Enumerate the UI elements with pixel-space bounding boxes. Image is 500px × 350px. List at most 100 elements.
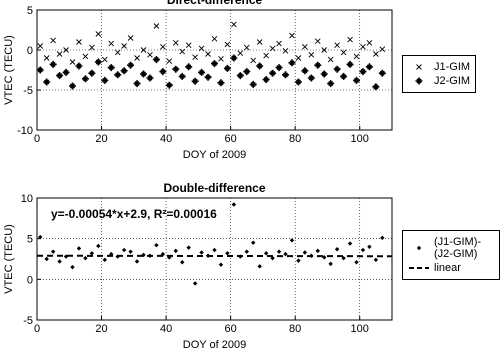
marker-diamond	[50, 249, 56, 254]
marker-diamond	[270, 255, 275, 261]
marker-diamond	[367, 244, 372, 249]
marker-diamond	[96, 243, 101, 249]
marker-x	[360, 43, 366, 50]
marker-star	[314, 61, 322, 69]
marker-diamond	[251, 240, 256, 245]
marker-x	[250, 57, 257, 64]
x-axis-label: DOY of 2009	[183, 149, 246, 161]
marker-star	[36, 66, 44, 74]
marker-diamond	[373, 257, 379, 263]
marker-x	[308, 51, 315, 58]
legend-entry: (J1-GIM)-(J2-GIM)	[408, 236, 494, 260]
marker-diamond	[296, 258, 301, 263]
marker-x	[295, 55, 302, 61]
marker-diamond	[57, 259, 62, 264]
x-tick-label: 60	[225, 323, 237, 335]
marker-star	[249, 80, 257, 88]
marker-star	[146, 74, 154, 82]
marker-diamond	[322, 255, 327, 260]
marker-x	[82, 53, 89, 60]
x-tick-label: 20	[95, 133, 107, 145]
marker-star	[346, 60, 354, 68]
annotation: y=-0.00054*x+2.9, R²=0.00016	[51, 207, 217, 221]
marker-star	[81, 75, 89, 83]
marker-star	[262, 76, 270, 84]
marker-star	[94, 58, 102, 66]
marker-x	[166, 58, 173, 65]
marker-diamond	[257, 264, 262, 269]
marker-x	[185, 42, 192, 49]
plot-area	[37, 10, 392, 130]
marker-star	[353, 76, 360, 84]
x-tick-label: 0	[34, 133, 40, 145]
marker-diamond	[218, 262, 224, 267]
marker-diamond	[212, 247, 217, 253]
marker-x	[243, 44, 250, 51]
marker-star	[204, 73, 212, 81]
legend-entry: J2-GIM	[408, 75, 470, 87]
x-tick-label: 100	[351, 323, 369, 335]
marker-star	[211, 60, 218, 68]
marker-diamond	[199, 250, 204, 255]
y-tick-label: 0	[27, 45, 33, 57]
marker-diamond	[128, 249, 133, 254]
marker-x	[289, 32, 295, 39]
marker-diamond	[192, 281, 198, 286]
x-tick-label: 20	[95, 323, 107, 335]
marker-star	[165, 81, 173, 89]
marker-star	[359, 68, 367, 76]
marker-star	[191, 77, 199, 85]
marker-x	[43, 55, 50, 61]
marker-x	[276, 40, 282, 47]
x-tick-label: 80	[289, 133, 301, 145]
marker-diamond	[302, 250, 308, 255]
marker-x	[108, 40, 115, 47]
marker-x	[192, 54, 198, 61]
marker-x	[263, 52, 269, 59]
marker-x	[76, 39, 82, 45]
marker-diamond	[70, 264, 75, 270]
x-tick-label: 80	[289, 323, 301, 335]
marker-diamond	[416, 245, 422, 251]
marker-x	[256, 39, 263, 45]
legend-entry: J1-GIM	[408, 61, 470, 73]
marker-diamond	[121, 247, 127, 253]
legend-icon	[416, 245, 422, 251]
y-tick-label: 10	[21, 193, 33, 205]
marker-star	[127, 61, 135, 69]
marker-star	[415, 77, 423, 85]
marker-diamond	[276, 249, 282, 254]
marker-star	[320, 70, 328, 78]
marker-star	[69, 82, 76, 90]
marker-x	[198, 45, 205, 52]
marker-star	[120, 67, 128, 75]
legend-label: linear	[434, 262, 461, 274]
marker-diamond	[180, 260, 185, 265]
marker-x	[269, 45, 276, 52]
marker-x	[373, 51, 379, 57]
marker-star	[114, 71, 122, 79]
marker-x	[231, 21, 237, 28]
marker-x	[56, 51, 63, 57]
marker-diamond	[154, 242, 159, 248]
marker-diamond	[328, 261, 333, 267]
marker-x	[95, 31, 102, 37]
marker-x	[379, 46, 386, 53]
marker-star	[294, 78, 302, 86]
marker-star	[275, 64, 283, 72]
marker-x	[340, 49, 347, 56]
marker-x	[179, 48, 186, 55]
y-tick-label: -10	[17, 125, 33, 137]
marker-diamond	[83, 255, 88, 261]
marker-star	[378, 69, 386, 77]
marker-x	[69, 59, 76, 65]
plot-frame	[36, 9, 393, 131]
marker-x	[134, 55, 140, 61]
marker-star	[243, 68, 251, 76]
marker-diamond	[173, 248, 178, 254]
marker-diamond	[44, 256, 49, 262]
marker-x	[224, 41, 231, 48]
x-tick-label: 0	[34, 323, 40, 335]
marker-star	[333, 65, 341, 73]
